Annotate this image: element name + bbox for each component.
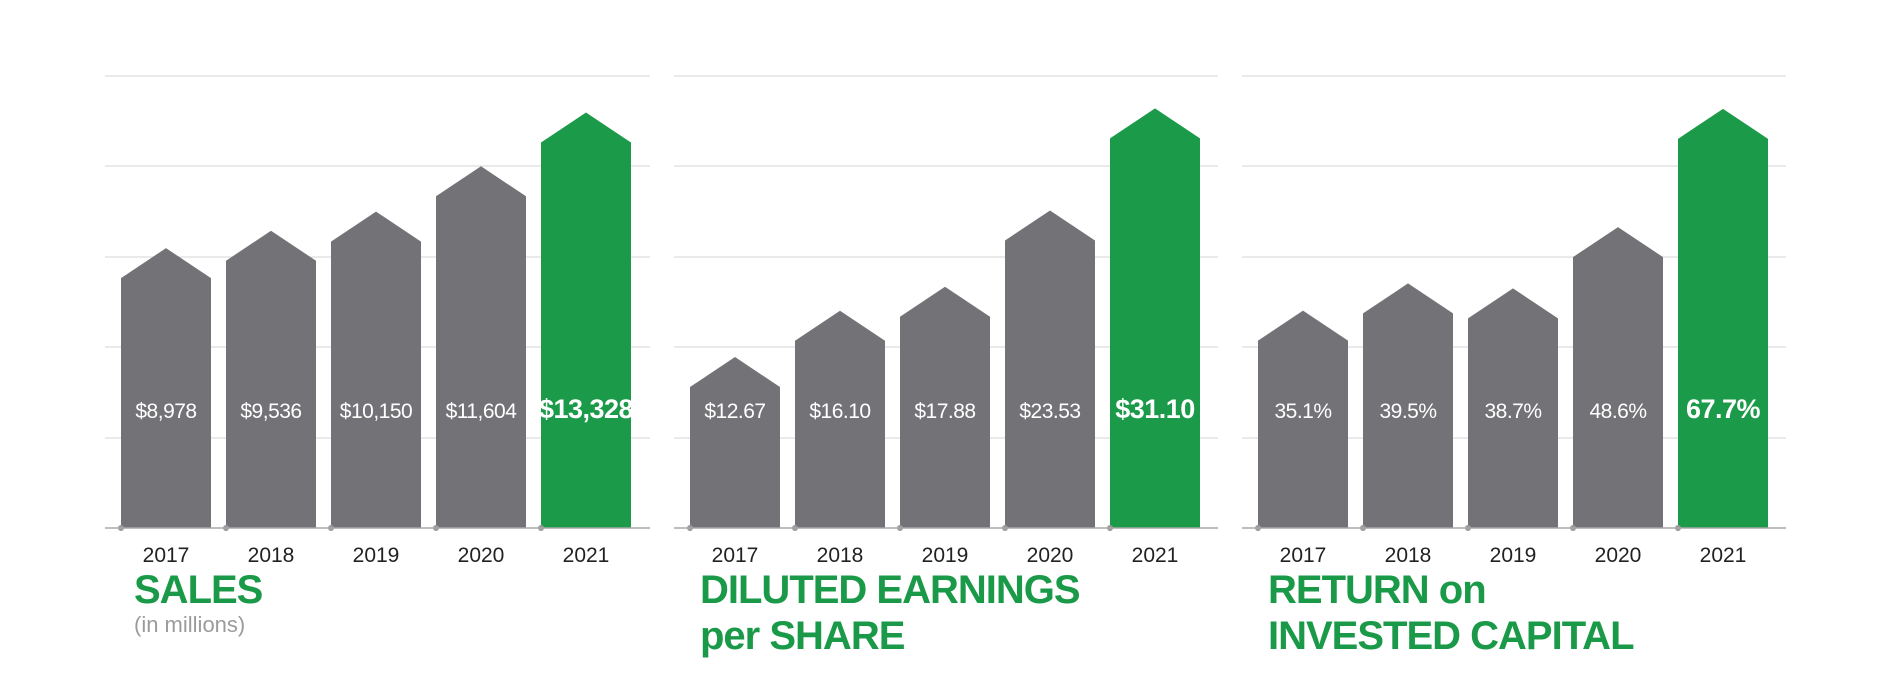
sales-value-label-2021: $13,328	[539, 394, 634, 424]
eps-tick-label-2017: 2017	[712, 544, 759, 567]
sales-bar-2020	[436, 166, 526, 528]
eps-tick-label-2019: 2019	[922, 544, 969, 567]
eps-bar-2019	[900, 286, 990, 528]
eps-tick-label-2021: 2021	[1132, 544, 1179, 567]
sales-tick-label-2021: 2021	[563, 544, 610, 567]
sales-tick-label-2018: 2018	[248, 544, 295, 567]
roic-value-label-2020: 48.6%	[1589, 400, 1646, 423]
roic-bar-2018	[1363, 283, 1453, 528]
roic-bar-2020	[1573, 227, 1663, 528]
roic-value-label-2018: 39.5%	[1379, 400, 1436, 423]
sales-value-label-2017: $8,978	[135, 400, 196, 423]
roic-tick-label-2021: 2021	[1700, 544, 1747, 567]
sales-tick-label-2020: 2020	[458, 544, 505, 567]
sales-value-label-2020: $11,604	[446, 400, 518, 423]
eps-title-line-1: DILUTED EARNINGS	[700, 568, 1081, 612]
roic-title-line-2: INVESTED CAPITAL	[1268, 614, 1635, 658]
eps-value-label-2018: $16.10	[809, 400, 870, 423]
sales-bar-2018	[226, 230, 316, 528]
roic-bar-2019	[1468, 288, 1558, 528]
sales-title: SALES	[134, 568, 263, 612]
roic-value-label-2017: 35.1%	[1274, 400, 1331, 423]
roic-bar-2021	[1678, 108, 1768, 528]
eps-bar-2018	[795, 310, 885, 528]
sales-tick-label-2017: 2017	[143, 544, 190, 567]
eps-tick-label-2018: 2018	[817, 544, 864, 567]
sales-bar-2019	[331, 211, 421, 528]
sales-bar-2021	[541, 112, 631, 529]
eps-bar-2020	[1005, 210, 1095, 528]
eps-value-label-2019: $17.88	[914, 400, 975, 423]
sales-value-label-2018: $9,536	[240, 400, 301, 423]
eps-title-line-2: per SHARE	[700, 614, 905, 658]
eps-tick-label-2020: 2020	[1027, 544, 1074, 567]
eps-value-label-2021: $31.10	[1115, 394, 1195, 424]
eps-value-label-2020: $23.53	[1019, 400, 1080, 423]
roic-tick-label-2018: 2018	[1385, 544, 1432, 567]
eps-bar-2021	[1110, 108, 1200, 529]
sales-tick-label-2019: 2019	[353, 544, 400, 567]
roic-value-label-2019: 38.7%	[1484, 400, 1541, 423]
roic-value-label-2021: 67.7%	[1686, 394, 1761, 424]
roic-tick-label-2020: 2020	[1595, 544, 1642, 567]
eps-value-label-2017: $12.67	[704, 400, 765, 423]
roic-tick-label-2017: 2017	[1280, 544, 1327, 567]
sales-value-label-2019: $10,150	[340, 400, 412, 423]
roic-tick-label-2019: 2019	[1490, 544, 1537, 567]
sales-subtitle: (in millions)	[134, 612, 246, 637]
sales-bar-2017	[121, 248, 211, 528]
roic-title-line-1: RETURN on	[1268, 568, 1487, 612]
roic-bar-2017	[1258, 310, 1348, 528]
eps-bar-2017	[690, 357, 780, 528]
